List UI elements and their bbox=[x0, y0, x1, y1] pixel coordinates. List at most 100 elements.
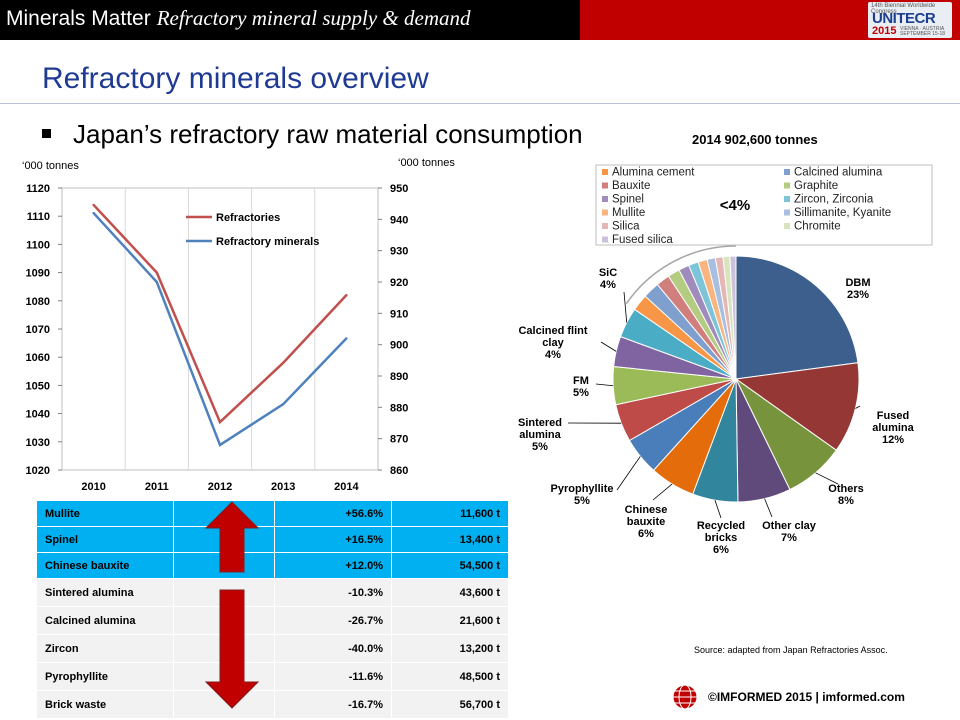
pie-slice-17 bbox=[688, 261, 737, 380]
pie-slice-13 bbox=[644, 283, 737, 380]
tonnage: 13,200 t bbox=[391, 634, 509, 663]
x-tick-label: 2011 bbox=[145, 481, 169, 493]
pie-slice-10 bbox=[613, 335, 737, 380]
unitecr-logo: 14th Biennial Worldwide Congress UNITECR… bbox=[868, 2, 952, 38]
pie-label-5: Recycled bbox=[697, 520, 745, 532]
left-tick-label: 1040 bbox=[26, 409, 50, 421]
pie-label-9: 5% bbox=[573, 387, 589, 399]
pie-slice-9 bbox=[612, 365, 737, 406]
pie-label-7: 5% bbox=[574, 495, 590, 507]
brand-subtitle: Refractory mineral supply & demand bbox=[156, 6, 471, 30]
logo-place-dates: VIENNA · AUSTRIA SEPTEMBER 15-18 bbox=[900, 27, 945, 37]
pie-label-10: 4% bbox=[545, 349, 561, 361]
right-tick-label: 870 bbox=[390, 434, 408, 446]
legend-entry: Bauxite bbox=[612, 180, 650, 192]
material-name: Pyrophyllite bbox=[36, 662, 174, 691]
change-percent: -16.7% bbox=[274, 690, 392, 719]
pie-label-10: clay bbox=[542, 337, 564, 349]
logo-year: 2015 bbox=[872, 25, 897, 37]
logo-dates: SEPTEMBER 15-18 bbox=[900, 31, 946, 37]
series-point bbox=[282, 361, 285, 365]
pie-label-2: alumina bbox=[872, 422, 914, 434]
pie-label-11: SiC bbox=[599, 267, 617, 279]
legend-swatch bbox=[602, 169, 608, 175]
left-tick-label: 1070 bbox=[26, 324, 50, 336]
legend-swatch bbox=[784, 223, 790, 229]
right-tick-label: 950 bbox=[390, 183, 408, 195]
pie-label-4: 7% bbox=[781, 532, 797, 544]
series-point bbox=[92, 211, 95, 215]
pie-label-8: alumina bbox=[519, 429, 561, 441]
pie-label-7: Pyrophyllite bbox=[551, 483, 614, 495]
legend-entry: Calcined alumina bbox=[794, 167, 883, 179]
right-tick-label: 860 bbox=[390, 465, 408, 477]
pie-label-10: Calcined flint bbox=[518, 325, 587, 337]
pie-chart-title: 2014 902,600 tonnes bbox=[692, 132, 818, 147]
series-point bbox=[218, 443, 222, 447]
pie-label-5: bricks bbox=[705, 532, 737, 544]
pie-leader-line bbox=[616, 456, 641, 491]
legend-entry: Alumina cement bbox=[612, 167, 695, 179]
right-axis-unit: ‘000 tonnes bbox=[398, 157, 455, 169]
left-tick-label: 1080 bbox=[26, 296, 50, 308]
right-tick-label: 890 bbox=[390, 371, 408, 383]
right-tick-label: 920 bbox=[390, 277, 408, 289]
left-tick-label: 1100 bbox=[26, 239, 50, 251]
pie-slice-20 bbox=[714, 256, 737, 380]
bullet-item: Japan’s refractory raw material consumpt… bbox=[42, 119, 583, 150]
logo-place: VIENNA · AUSTRIA bbox=[900, 26, 945, 32]
pie-label-8: Sintered bbox=[518, 417, 562, 429]
left-tick-label: 1020 bbox=[26, 465, 50, 477]
down-arrow-icon bbox=[204, 589, 260, 709]
left-tick-label: 1120 bbox=[26, 183, 50, 195]
legend-entry: Mullite bbox=[612, 207, 645, 219]
pie-label-1: DBM bbox=[845, 277, 870, 289]
pie-slice-16 bbox=[678, 264, 737, 380]
copyright: ©IMFORMED 2015 | imformed.com bbox=[708, 690, 905, 704]
pie-leader-line bbox=[855, 405, 861, 409]
pie-leader-line bbox=[815, 472, 839, 485]
header-bar: Minerals Matter Refractory mineral supply… bbox=[0, 0, 960, 40]
legend-entry: Graphite bbox=[794, 180, 838, 192]
material-name: Brick waste bbox=[36, 690, 174, 719]
x-tick-label: 2012 bbox=[208, 481, 232, 493]
header-brand-area: Minerals Matter Refractory mineral supply… bbox=[0, 0, 580, 40]
material-name: Spinel bbox=[36, 526, 174, 553]
legend-swatch bbox=[602, 182, 608, 189]
pie-leader-line bbox=[714, 500, 722, 519]
series-point bbox=[92, 203, 95, 207]
table-row: Sintered alumina -10.3% 43,600 t bbox=[36, 578, 509, 607]
logo-line1: 14th Biennial Worldwide Congress bbox=[871, 3, 936, 15]
pie-leader-line bbox=[623, 291, 628, 323]
series-point bbox=[282, 403, 285, 406]
pie-slice-3 bbox=[735, 378, 837, 491]
left-axis-unit: ‘000 tonnes bbox=[22, 160, 79, 172]
pie-slice-12 bbox=[633, 295, 737, 380]
pie-leader-line bbox=[600, 341, 617, 352]
legend-swatch bbox=[602, 209, 608, 216]
material-name: Calcined alumina bbox=[36, 606, 174, 635]
left-tick-label: 1110 bbox=[27, 211, 50, 223]
pie-slice-19 bbox=[706, 257, 737, 380]
series-point bbox=[345, 337, 348, 340]
imformed-globe-icon bbox=[672, 684, 698, 710]
series-point bbox=[345, 293, 348, 297]
tonnage: 11,600 t bbox=[391, 500, 509, 527]
brand-name: Minerals Matter bbox=[6, 7, 151, 30]
pie-slice-2 bbox=[734, 362, 860, 451]
pie-label-3: Others bbox=[828, 483, 863, 495]
right-tick-label: 940 bbox=[390, 214, 408, 226]
legend-swatch bbox=[784, 169, 790, 175]
legend-swatch bbox=[784, 182, 790, 189]
table-row: Spinel +16.5% 13,400 t bbox=[36, 526, 509, 553]
material-name: Mullite bbox=[36, 500, 174, 527]
pie-slice-8 bbox=[615, 378, 737, 442]
header-brand: Minerals Matter Refractory mineral supply… bbox=[6, 6, 470, 31]
pie-slice-15 bbox=[667, 269, 737, 380]
change-table: Mullite +56.6% 11,600 t Spinel +16.5% 13,400 … bbox=[36, 500, 509, 719]
pie-slice-5 bbox=[692, 378, 739, 503]
change-percent: +56.6% bbox=[274, 500, 392, 527]
bullet-text: Japan’s refractory raw material consumpt… bbox=[73, 119, 583, 149]
legend-entry: Chromite bbox=[794, 221, 841, 233]
right-tick-label: 880 bbox=[390, 402, 408, 414]
